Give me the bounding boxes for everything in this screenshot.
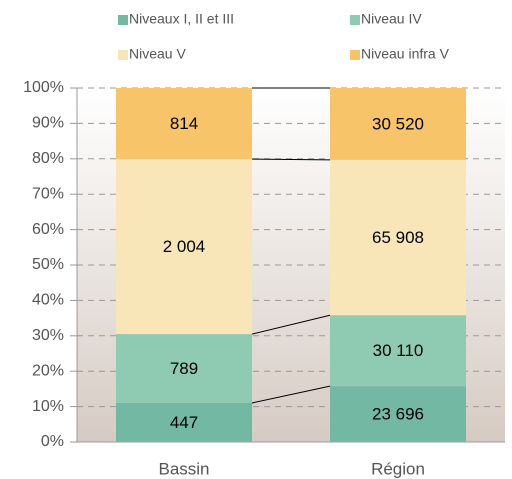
legend-label: Niveau IV — [361, 11, 422, 27]
y-tick-label: 100% — [23, 79, 64, 96]
bar-segment — [330, 315, 466, 387]
y-tick-label: 10% — [32, 398, 64, 415]
y-tick-label: 60% — [32, 221, 64, 238]
legend-label: Niveau V — [129, 46, 186, 62]
y-tick-label: 30% — [32, 327, 64, 344]
bar-segment — [116, 159, 252, 335]
data-label: 814 — [170, 114, 198, 133]
x-tick-label: Région — [371, 459, 425, 478]
legend-swatch — [350, 15, 360, 25]
data-label: 789 — [170, 359, 198, 378]
y-tick-label: 0% — [41, 433, 64, 450]
data-label: 65 908 — [372, 228, 424, 247]
bar-segment — [116, 88, 252, 160]
y-tick-label: 80% — [32, 150, 64, 167]
bar-segment — [330, 386, 466, 442]
x-tick-label: Bassin — [158, 459, 209, 478]
y-tick-label: 70% — [32, 185, 64, 202]
data-label: 2 004 — [163, 237, 206, 256]
data-label: 23 696 — [372, 405, 424, 424]
legend-swatch — [350, 50, 360, 60]
y-tick-label: 40% — [32, 292, 64, 309]
legend-label: Niveau infra V — [361, 46, 450, 62]
legend-label: Niveaux I, II et III — [129, 11, 234, 27]
bar-segment — [330, 159, 466, 316]
bar-segment — [116, 334, 252, 403]
legend-swatch — [118, 50, 128, 60]
bar-segment — [330, 88, 466, 160]
data-label: 30 110 — [373, 341, 424, 360]
data-label: 30 520 — [372, 114, 424, 133]
series-connector — [251, 158, 331, 161]
bar-segment — [116, 402, 252, 442]
legend-swatch — [118, 15, 128, 25]
data-label: 447 — [170, 413, 198, 432]
y-tick-label: 20% — [32, 362, 64, 379]
y-tick-label: 90% — [32, 115, 64, 132]
y-tick-label: 50% — [32, 256, 64, 273]
series-connector — [251, 314, 331, 335]
series-connector — [251, 385, 331, 404]
